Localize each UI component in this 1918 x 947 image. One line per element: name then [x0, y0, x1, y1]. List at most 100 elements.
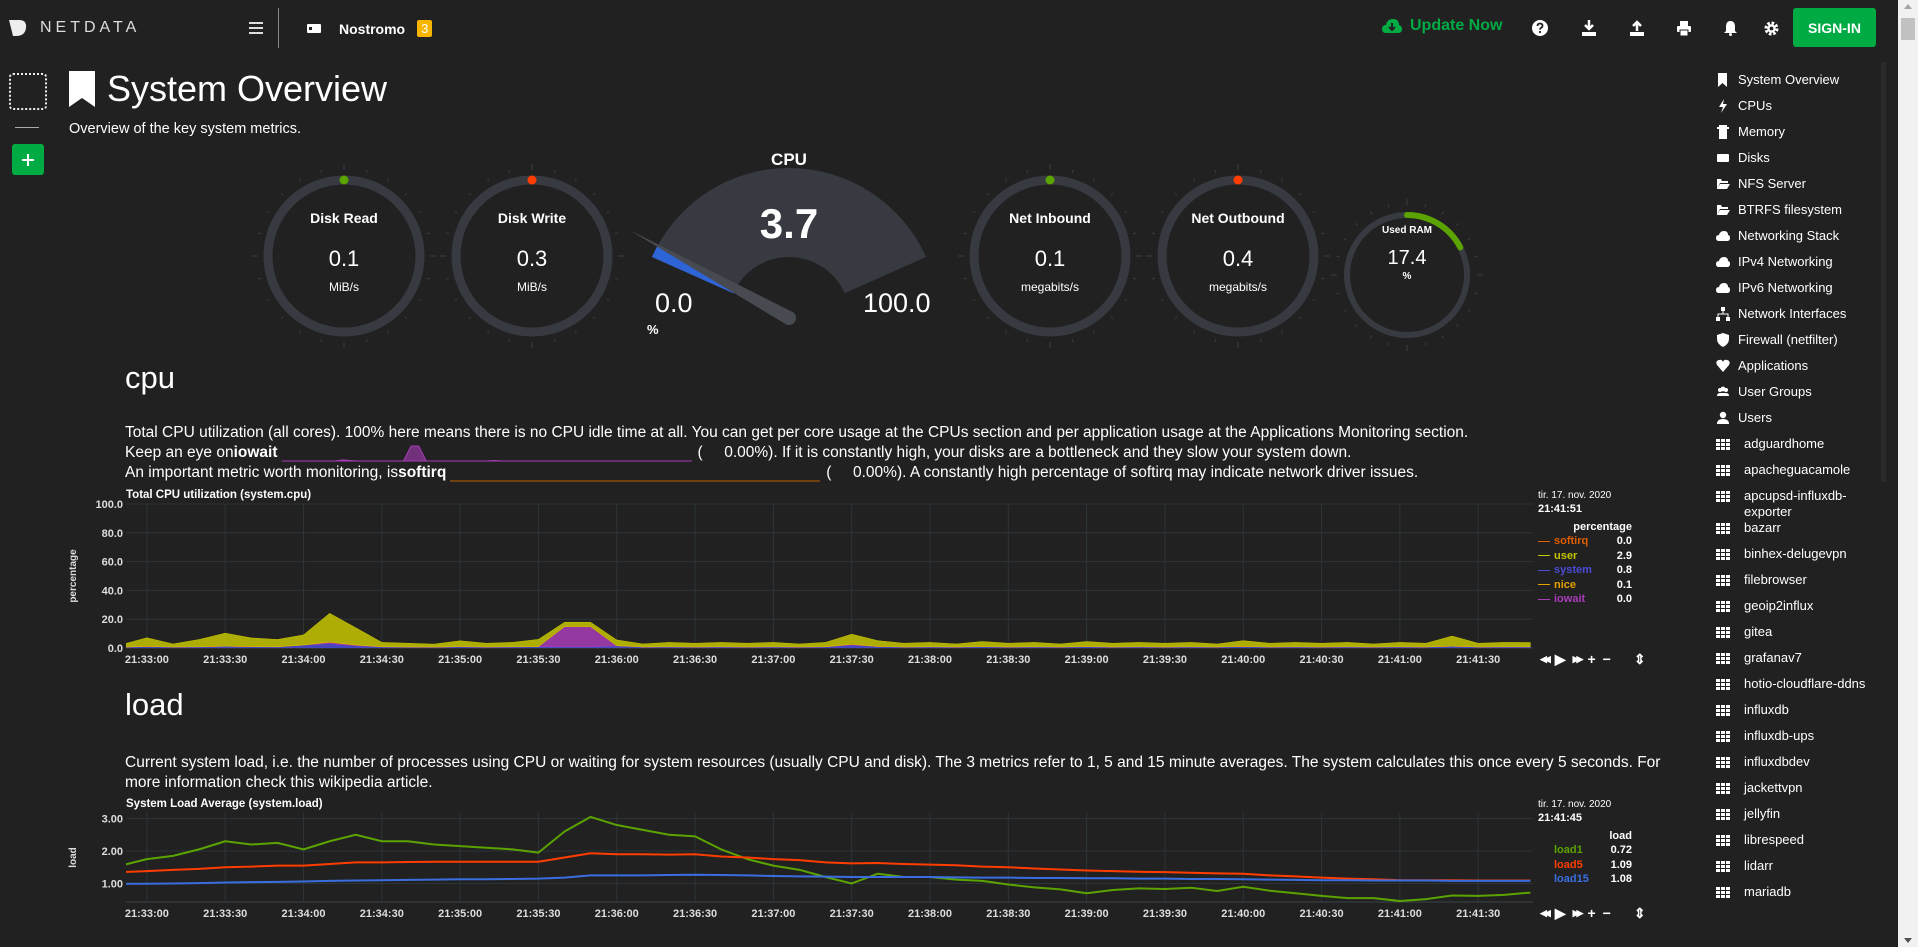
gauge-tick: [468, 316, 472, 320]
nav-item-jellyfin[interactable]: jellyfin: [1716, 806, 1886, 832]
alarm-count-badge[interactable]: 3: [417, 20, 433, 37]
x-tick-label: 21:34:00: [281, 908, 325, 920]
nav-item-grafanav7[interactable]: grafanav7: [1716, 650, 1886, 676]
gauge-net-outbound[interactable]: [1146, 164, 1330, 348]
x-tick-label: 21:40:30: [1300, 654, 1344, 666]
nav-item-networking-stack[interactable]: Networking Stack: [1716, 228, 1886, 254]
nav-item-influxdb[interactable]: influxdb: [1716, 702, 1886, 728]
sign-in-button[interactable]: SIGN-IN: [1793, 8, 1876, 47]
gauge-net-inbound[interactable]: [958, 164, 1142, 348]
nav-item-librespeed[interactable]: librespeed: [1716, 832, 1886, 858]
nav-item-mariadb[interactable]: mariadb: [1716, 884, 1886, 910]
gauge-tick: [1132, 232, 1137, 235]
cpu-gauge[interactable]: [628, 168, 927, 325]
nav-item-gitea[interactable]: gitea: [1716, 624, 1886, 650]
scroll-up-arrow-icon[interactable]: [1904, 4, 1912, 9]
nav-item-cpus[interactable]: CPUs: [1716, 98, 1886, 124]
nav-item-users[interactable]: Users: [1716, 410, 1886, 436]
nav-item-btrfs-filesystem[interactable]: BTRFS filesystem: [1716, 202, 1886, 228]
legend-item-nice[interactable]: nice 0.1: [1538, 578, 1632, 593]
gauge-tick: [487, 178, 490, 182]
gauge-used-ram[interactable]: [1331, 199, 1483, 351]
update-now-button[interactable]: Update Now: [1382, 17, 1502, 35]
nav-item-influxdb-ups[interactable]: influxdb-ups: [1716, 728, 1886, 754]
nav-item-nfs-server[interactable]: NFS Server: [1716, 176, 1886, 202]
nav-item-disks[interactable]: Disks: [1716, 150, 1886, 176]
nav-item-apcupsd-influxdb-exporter[interactable]: apcupsd-influxdb-exporter: [1716, 488, 1886, 520]
nav-item-user-groups[interactable]: User Groups: [1716, 384, 1886, 410]
nav-item-ipv6-networking[interactable]: IPv6 Networking: [1716, 280, 1886, 306]
gauge-tick: [1387, 204, 1390, 208]
hamburger-icon[interactable]: [246, 18, 266, 38]
nav-item-applications[interactable]: Applications: [1716, 358, 1886, 384]
zoom-out-icon[interactable]: −: [1602, 651, 1611, 667]
nav-item-label: jellyfin: [1744, 806, 1781, 821]
nav-item-ipv4-networking[interactable]: IPv4 Networking: [1716, 254, 1886, 280]
rewind-icon[interactable]: ◀◀: [1540, 908, 1551, 918]
forward-icon[interactable]: ▶▶: [1572, 654, 1584, 664]
add-space-button[interactable]: [12, 144, 44, 175]
nav-scrollbar[interactable]: [1881, 62, 1886, 482]
nav-item-influxdbdev[interactable]: influxdbdev: [1716, 754, 1886, 780]
gear-icon[interactable]: [1761, 18, 1781, 38]
space-placeholder-icon[interactable]: [9, 73, 47, 110]
legend-item-load1[interactable]: load1 0.72: [1538, 843, 1632, 858]
wikipedia-link[interactable]: this wikipedia article.: [290, 774, 433, 791]
download-icon[interactable]: [1579, 18, 1599, 38]
bell-icon[interactable]: [1720, 18, 1740, 38]
x-tick-label: 21:38:30: [986, 654, 1030, 666]
play-icon[interactable]: ▶: [1554, 651, 1566, 667]
server-selector[interactable]: Nostromo 3: [307, 20, 433, 37]
nav-item-jackettvpn[interactable]: jackettvpn: [1716, 780, 1886, 806]
legend-item-user[interactable]: user 2.9: [1538, 549, 1632, 564]
rewind-icon[interactable]: ◀◀: [1540, 654, 1551, 664]
gauge-tick: [1160, 298, 1164, 301]
zoom-in-icon[interactable]: +: [1587, 905, 1596, 921]
nav-item-apacheguacamole[interactable]: apacheguacamole: [1716, 462, 1886, 488]
nav-item-geoip2influx[interactable]: geoip2influx: [1716, 598, 1886, 624]
nav-item-hotio-cloudflare-ddns[interactable]: hotio-cloudflare-ddns: [1716, 676, 1886, 702]
gauge-tick: [508, 338, 511, 343]
nav-item-label: CPUs: [1738, 98, 1772, 113]
scrollbar-thumb[interactable]: [1901, 18, 1915, 40]
nav-item-network-interfaces[interactable]: Network Interfaces: [1716, 306, 1886, 332]
legend-date: tir. 17. nov. 2020: [1538, 490, 1612, 501]
gauge-disk-write[interactable]: [440, 164, 624, 348]
legend-item-load5[interactable]: load5 1.09: [1538, 858, 1632, 873]
nav-item-firewall-netfilter-[interactable]: Firewall (netfilter): [1716, 332, 1886, 358]
x-tick-label: 21:36:00: [595, 654, 639, 666]
nav-item-adguardhome[interactable]: adguardhome: [1716, 436, 1886, 462]
nav-item-memory[interactable]: Memory: [1716, 124, 1886, 150]
gauge-tick: [445, 232, 450, 235]
nav-item-bazarr[interactable]: bazarr: [1716, 520, 1886, 546]
upload-icon[interactable]: [1627, 18, 1647, 38]
play-icon[interactable]: ▶: [1554, 905, 1566, 921]
resize-icon[interactable]: ⇕: [1633, 905, 1646, 921]
zoom-out-icon[interactable]: −: [1602, 905, 1611, 921]
gauge-tick: [404, 316, 408, 320]
help-icon[interactable]: [1530, 18, 1550, 38]
scroll-down-arrow-icon[interactable]: [1904, 938, 1912, 943]
legend-item-softirq[interactable]: softirq 0.0: [1538, 534, 1632, 549]
nav-item-label: Firewall (netfilter): [1738, 332, 1838, 347]
cpu-chart[interactable]: 100.0 80.0 60.0 40.0 20.0 0.021:33:00 21:33:30…: [60, 495, 1540, 670]
zoom-in-icon[interactable]: +: [1587, 651, 1596, 667]
forward-icon[interactable]: ▶▶: [1572, 908, 1584, 918]
resize-icon[interactable]: ⇕: [1633, 651, 1646, 667]
gauge-disk-read[interactable]: [252, 164, 436, 348]
nav-item-system-overview[interactable]: System Overview: [1716, 72, 1886, 98]
gauge-tick: [1424, 204, 1427, 208]
browser-scrollbar[interactable]: [1898, 0, 1918, 947]
netdata-logo[interactable]: NETDATA: [8, 18, 140, 38]
legend-item-load15[interactable]: load15 1.08: [1538, 872, 1632, 887]
legend-item-iowait[interactable]: iowait 0.0: [1538, 592, 1632, 607]
x-tick-label: 21:41:30: [1456, 908, 1500, 920]
nav-item-filebrowser[interactable]: filebrowser: [1716, 572, 1886, 598]
print-icon[interactable]: [1674, 18, 1694, 38]
nav-item-binhex-delugevpn[interactable]: binhex-delugevpn: [1716, 546, 1886, 572]
legend-item-system[interactable]: system 0.8: [1538, 563, 1632, 578]
gauge-tick: [508, 169, 511, 174]
nav-item-lidarr[interactable]: lidarr: [1716, 858, 1886, 884]
load-chart[interactable]: 3.00 2.00 1.00 21:33:00 21:33:30 21:34:00 21:3…: [60, 805, 1540, 925]
gauge-tick: [1174, 192, 1178, 196]
